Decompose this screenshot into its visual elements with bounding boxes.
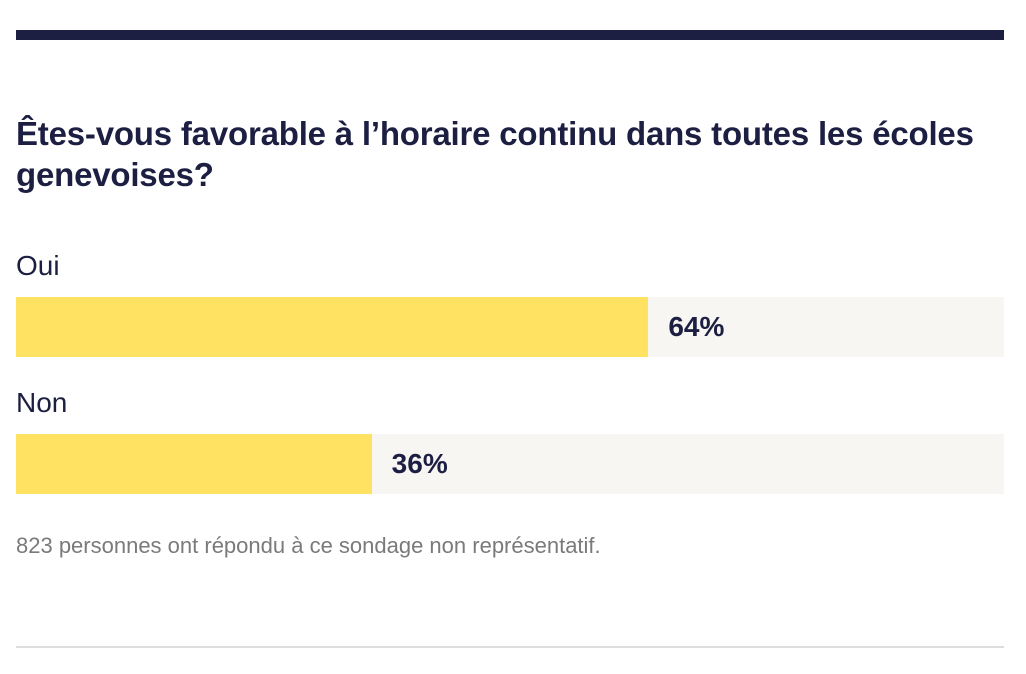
option-bar-track[interactable]: 36% [16,434,1004,494]
poll-options: Oui 64% Non 36% [16,250,1004,494]
poll-option-oui: Oui 64% [16,250,1004,357]
top-rule [16,30,1004,40]
option-bar-track[interactable]: 64% [16,297,1004,357]
poll-widget: Êtes-vous favorable à l’horaire continu … [16,30,1004,560]
poll-question: Êtes-vous favorable à l’horaire continu … [16,115,974,193]
bottom-divider [16,646,1004,648]
poll-option-non: Non 36% [16,387,1004,494]
option-bar-fill [16,434,372,494]
option-bar-fill [16,297,649,357]
poll-footnote: 823 personnes ont répondu à ce sondage n… [16,533,601,558]
option-label: Oui [16,250,60,281]
option-percent: 36% [391,448,448,479]
option-label: Non [16,387,68,418]
option-percent: 64% [668,311,725,342]
